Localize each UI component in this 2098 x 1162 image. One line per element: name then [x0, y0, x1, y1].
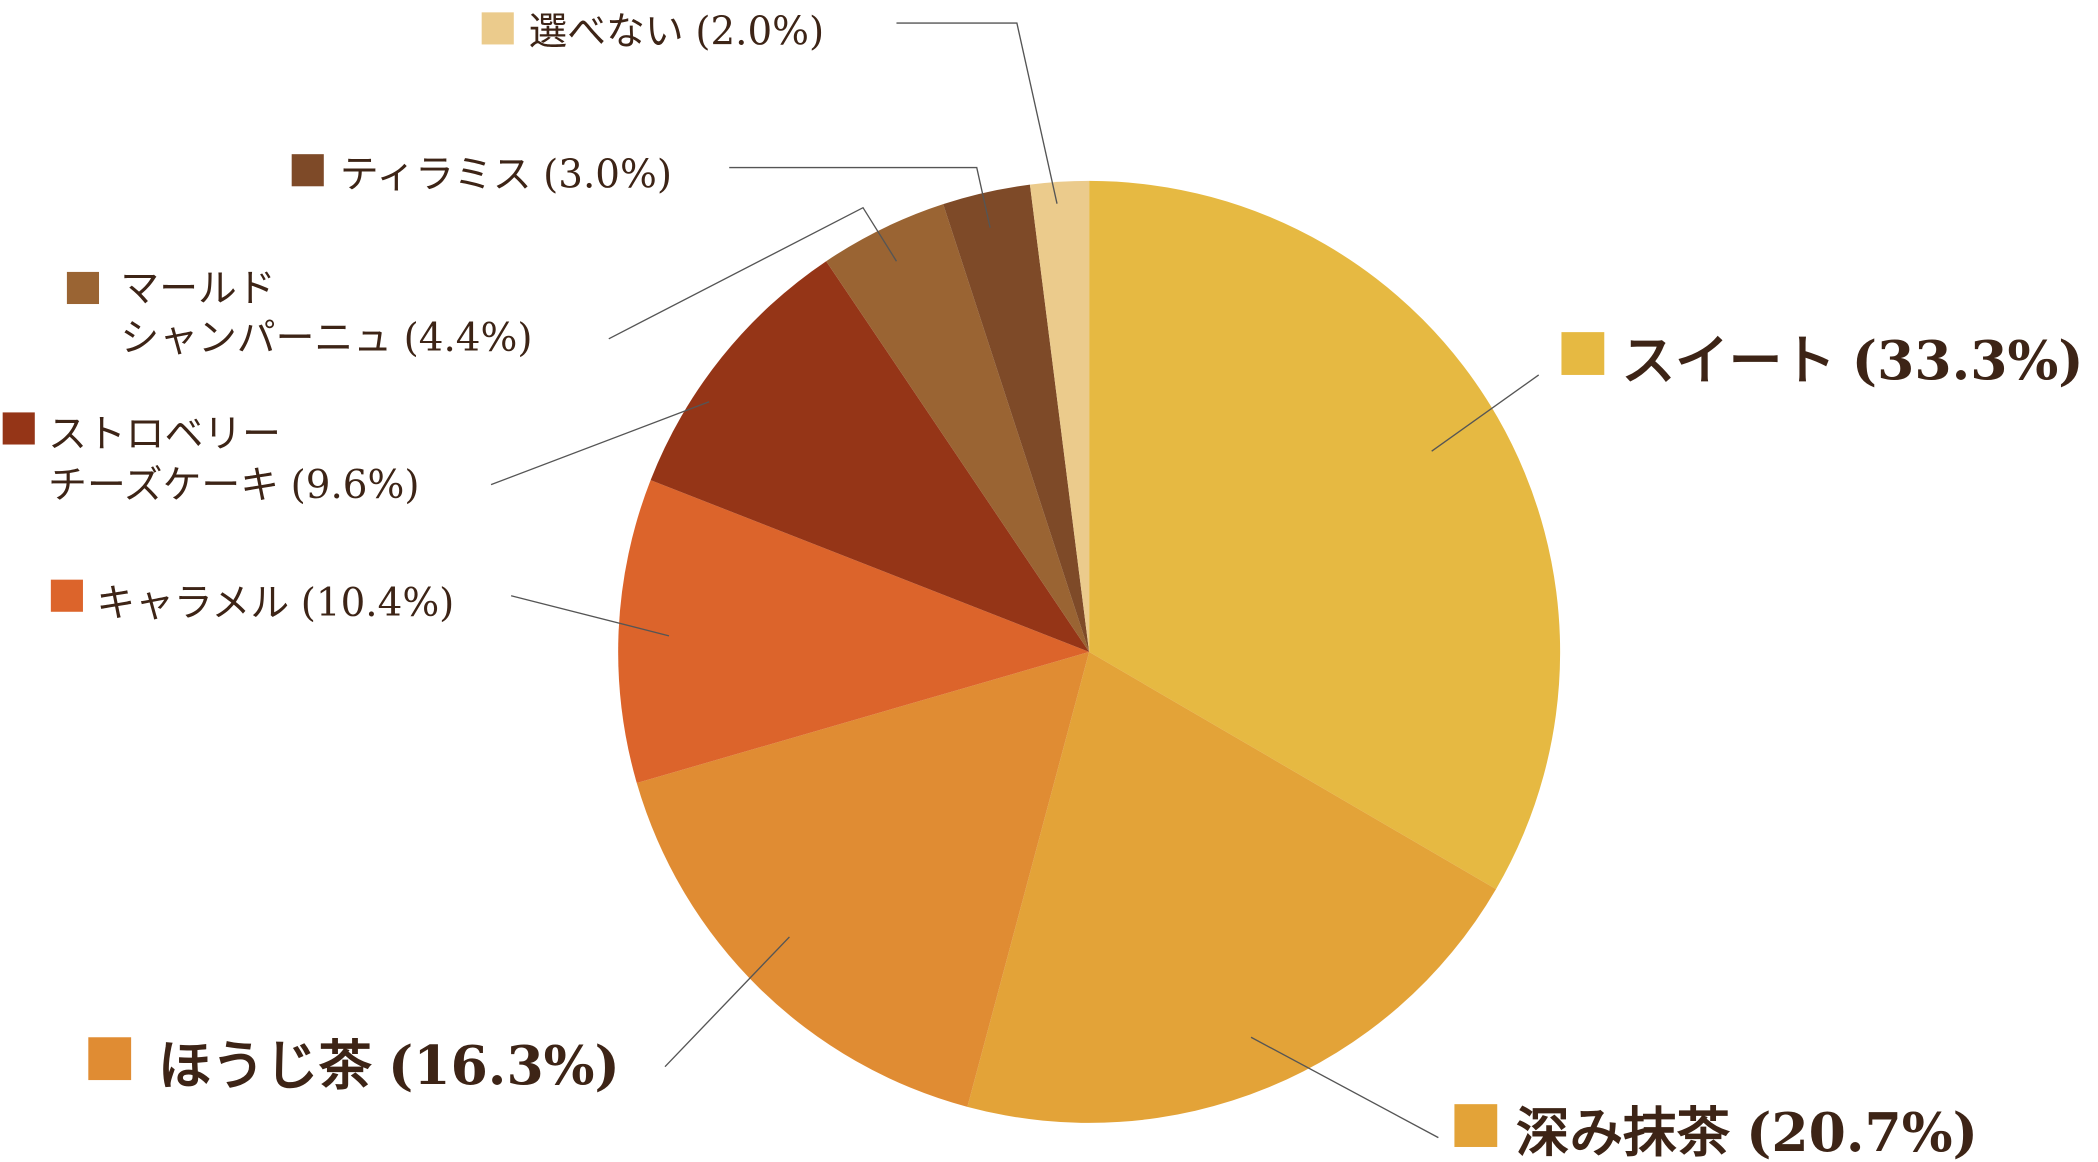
pie-slice — [943, 184, 1090, 652]
leader-line — [1250, 1036, 1439, 1139]
category-name: キャラメル — [96, 581, 289, 626]
legend-swatch — [1454, 1104, 1498, 1147]
slice-label: マールド — [120, 266, 275, 311]
pie-slice — [967, 651, 1497, 1123]
category-name: 選べない — [529, 9, 684, 54]
category-name: シャンパーニュ — [120, 316, 392, 361]
value-label: (16.3%) — [388, 1034, 620, 1097]
legend-swatch — [50, 579, 83, 612]
legend-swatch — [88, 1037, 132, 1081]
value-label: (33.3%) — [1852, 329, 2084, 392]
leader-line — [510, 595, 670, 637]
slice-label: キャラメル (10.4%) — [96, 581, 454, 626]
pie-slice — [826, 204, 1090, 652]
leader-line — [490, 401, 710, 486]
slice-label: 選べない (2.0%) — [529, 9, 825, 54]
legend-swatch — [2, 412, 35, 445]
leader-line — [896, 22, 1058, 204]
category-name: ストロベリー — [48, 412, 281, 457]
leader-line — [664, 936, 790, 1068]
category-name: ほうじ茶 — [158, 1034, 373, 1097]
pie-slice — [650, 261, 1090, 652]
value-label: (4.4%) — [404, 316, 533, 361]
pie-slice — [1029, 180, 1090, 652]
pie-slice — [618, 480, 1090, 783]
slice-label: ほうじ茶 (16.3%) — [158, 1034, 620, 1097]
leader-line — [729, 166, 991, 228]
value-label: (2.0%) — [695, 9, 824, 54]
legend-swatch — [291, 154, 324, 187]
value-label: (3.0%) — [543, 153, 672, 198]
slice-label: スイート (33.3%) — [1622, 329, 2084, 392]
pie-slice — [1089, 180, 1561, 890]
slice-label: ストロベリー — [48, 412, 281, 457]
category-name: 深み抹茶 — [1516, 1101, 1731, 1162]
pie-slice — [636, 651, 1090, 1107]
slice-label: ティラミス (3.0%) — [340, 153, 672, 198]
value-label: (9.6%) — [291, 463, 420, 508]
legend-swatch — [66, 271, 100, 305]
category-name: スイート — [1622, 329, 1836, 392]
slice-label: チーズケーキ (9.6%) — [48, 463, 419, 508]
legend-swatch — [1561, 332, 1605, 375]
leader-line — [1431, 374, 1540, 452]
leader-line — [608, 206, 898, 340]
value-label: (10.4%) — [301, 581, 455, 626]
category-name: マールド — [120, 266, 275, 311]
slice-label: シャンパーニュ (4.4%) — [120, 316, 532, 361]
slice-label: 深み抹茶 (20.7%) — [1516, 1101, 1978, 1162]
legend-swatch — [481, 12, 514, 45]
category-name: チーズケーキ — [48, 463, 279, 508]
category-name: ティラミス — [340, 153, 532, 198]
value-label: (20.7%) — [1746, 1101, 1978, 1162]
